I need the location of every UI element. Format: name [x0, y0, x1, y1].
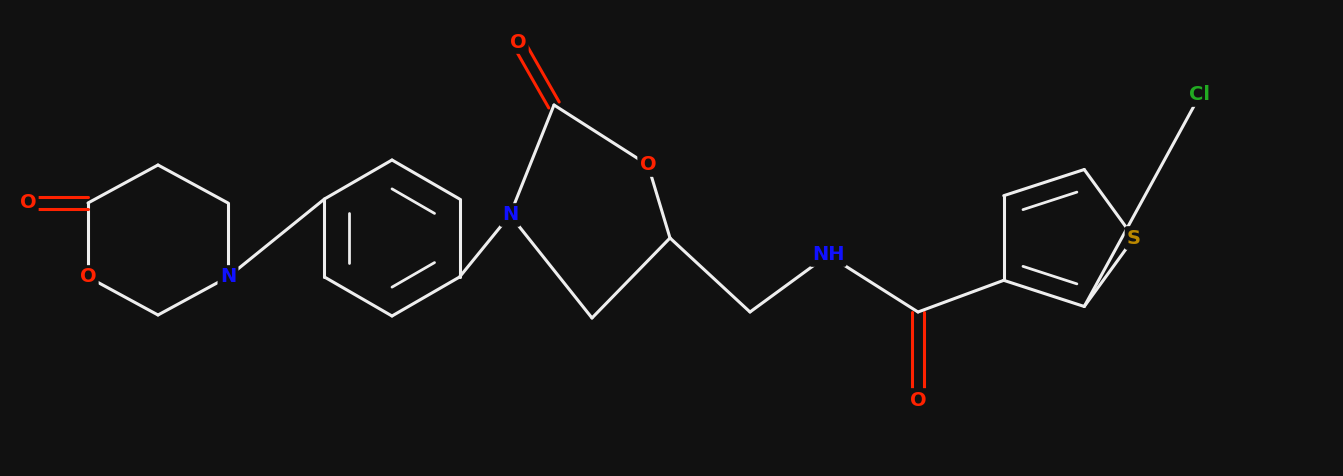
Text: O: O — [909, 390, 927, 409]
Text: O: O — [510, 32, 526, 51]
Text: NH: NH — [811, 246, 845, 265]
Text: N: N — [220, 268, 236, 287]
Text: S: S — [1127, 228, 1142, 248]
Text: O: O — [639, 156, 657, 175]
Text: O: O — [79, 268, 97, 287]
Text: Cl: Cl — [1190, 86, 1210, 105]
Text: O: O — [20, 194, 36, 212]
Text: N: N — [502, 206, 518, 225]
